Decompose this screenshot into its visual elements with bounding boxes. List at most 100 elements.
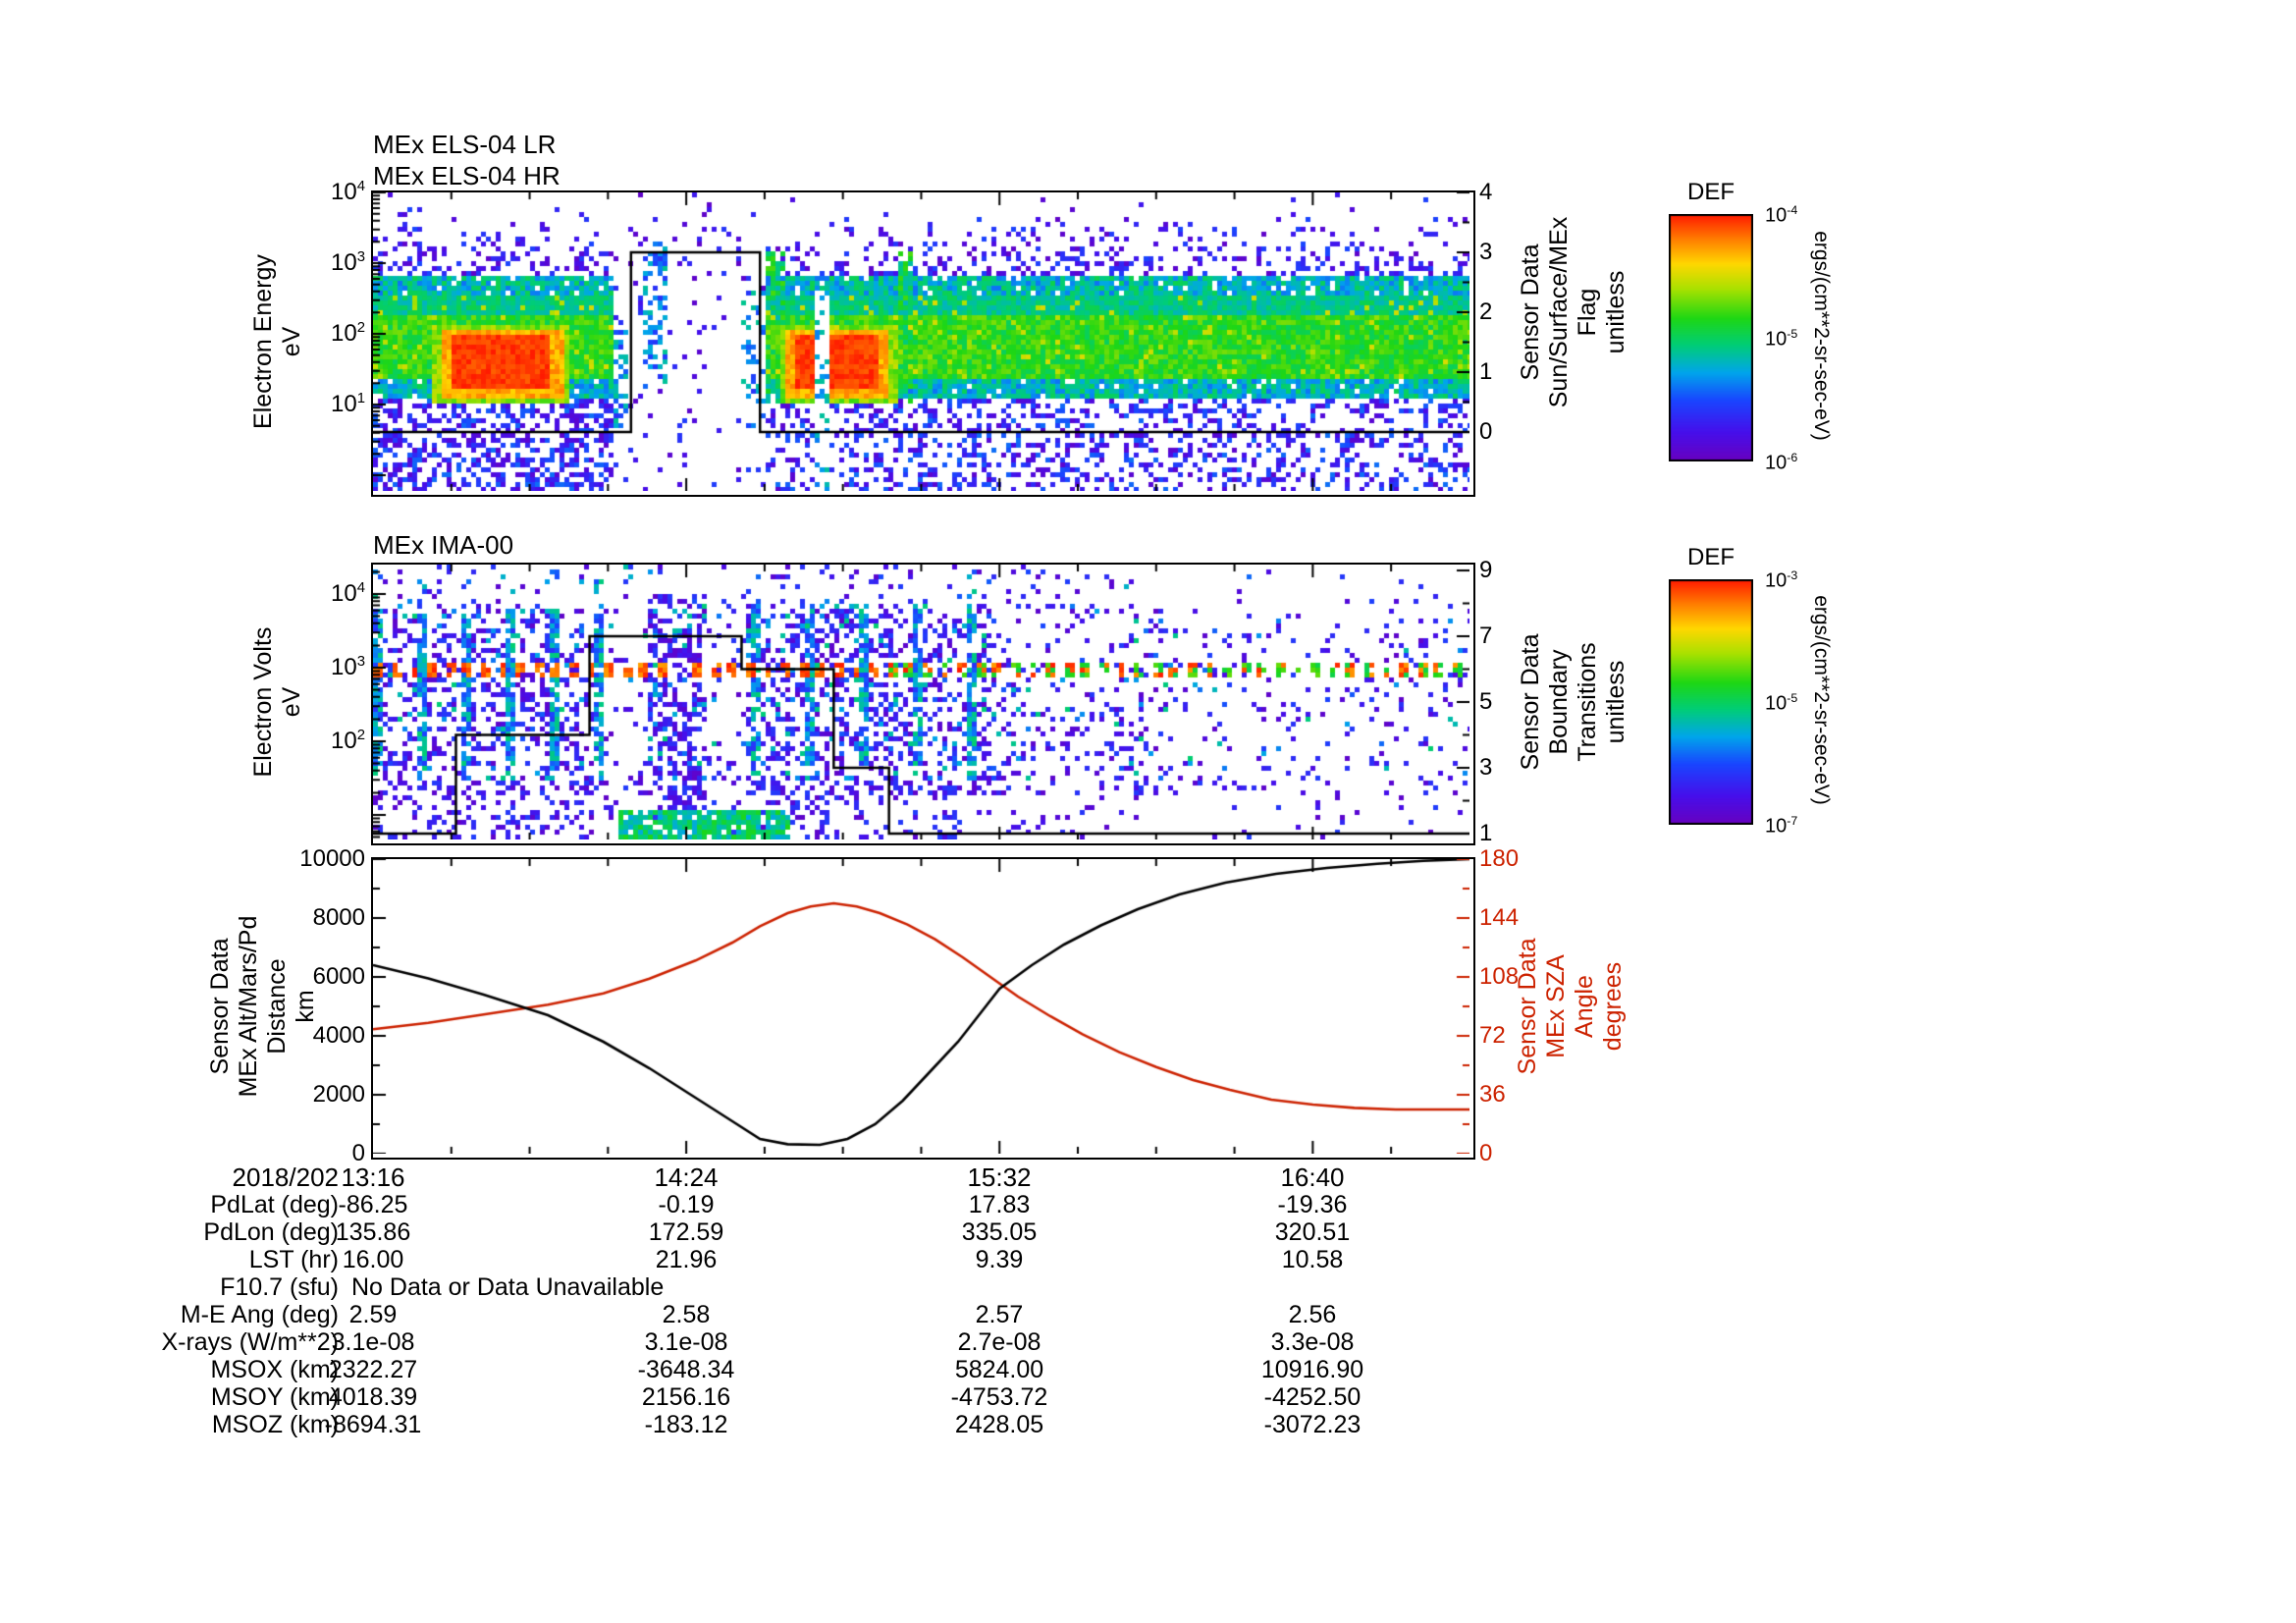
colorbar-1-tick-label: 10-5 bbox=[1765, 327, 1798, 351]
table-cell: -19.36 bbox=[1277, 1191, 1348, 1218]
colorbar-2 bbox=[1669, 579, 1753, 825]
table-cell: -3072.23 bbox=[1263, 1411, 1362, 1438]
table-cell: 2322.27 bbox=[328, 1356, 418, 1383]
els-spectrogram-panel bbox=[371, 190, 1475, 497]
table-cell: 2.59 bbox=[348, 1301, 398, 1328]
table-cell: 16.00 bbox=[342, 1246, 404, 1273]
sza-right-axis-label-line: degrees bbox=[1599, 961, 1627, 1052]
ima-spectrogram-canvas bbox=[373, 565, 1469, 839]
ima-ytick-label: 103 bbox=[331, 654, 365, 680]
distance-sza-panel bbox=[371, 857, 1475, 1160]
els-right-axis-label-line: Sensor Data bbox=[1517, 243, 1544, 381]
xtick-label: 14:24 bbox=[654, 1163, 719, 1192]
table-row-label: M-E Ang (deg) bbox=[180, 1301, 339, 1328]
table-cell: 10.58 bbox=[1281, 1246, 1344, 1273]
ima-boundary-tick-label: 3 bbox=[1479, 754, 1493, 781]
table-row-label: PdLat (deg) bbox=[210, 1191, 339, 1218]
colorbar-1 bbox=[1669, 214, 1753, 461]
table-cell: -0.19 bbox=[658, 1191, 715, 1218]
table-row-label: MSOZ (km) bbox=[211, 1411, 339, 1438]
table-cell: 9.39 bbox=[975, 1246, 1024, 1273]
ima-ytick-label: 104 bbox=[331, 580, 365, 607]
ima-boundary-tick-label: 9 bbox=[1479, 557, 1493, 583]
sza-right-axis-label: Sensor Data MEx SZA Angle degrees bbox=[1514, 781, 1628, 1232]
colorbar-2-tick-label: 10-5 bbox=[1765, 691, 1798, 715]
table-cell: 320.51 bbox=[1274, 1218, 1351, 1246]
table-row-label: MSOY (km) bbox=[210, 1383, 339, 1411]
sza-ytick-label: 108 bbox=[1479, 963, 1520, 990]
table-cell: -3648.34 bbox=[637, 1356, 735, 1383]
ima-panel-title: MEx IMA-00 bbox=[373, 530, 514, 560]
table-cell: 17.83 bbox=[968, 1191, 1031, 1218]
table-cell: -8694.31 bbox=[324, 1411, 422, 1438]
sza-ytick-label: 72 bbox=[1479, 1022, 1506, 1049]
ima-boundary-tick-label: 1 bbox=[1479, 820, 1493, 846]
xaxis-date-label: 2018/202 bbox=[232, 1163, 339, 1192]
els-ytick-label: 102 bbox=[331, 320, 365, 347]
els-flag-tick-label: 2 bbox=[1479, 298, 1493, 325]
table-cell: 2.56 bbox=[1288, 1301, 1337, 1328]
table-cell: 3.3e-08 bbox=[1270, 1328, 1355, 1356]
table-cell: 2.58 bbox=[662, 1301, 711, 1328]
colorbar-2-title: DEF bbox=[1687, 544, 1735, 570]
els-right-axis-label-line: Sun/Surface/MEx bbox=[1545, 216, 1573, 408]
table-row-label: LST (hr) bbox=[248, 1246, 339, 1273]
table-cell: 10916.90 bbox=[1260, 1356, 1364, 1383]
els-flag-tick-label: 0 bbox=[1479, 418, 1493, 445]
els-ytick-label: 104 bbox=[331, 179, 365, 205]
sza-ytick-label: 36 bbox=[1479, 1081, 1506, 1108]
sza-ytick-label: 144 bbox=[1479, 904, 1520, 931]
els-flag-tick-label: 4 bbox=[1479, 179, 1493, 205]
sza-ytick-label: 0 bbox=[1479, 1140, 1493, 1166]
table-cell: 3.1e-08 bbox=[644, 1328, 728, 1356]
sza-right-axis-label-line: Angle bbox=[1571, 975, 1598, 1038]
ima-boundary-tick-label: 5 bbox=[1479, 688, 1493, 715]
table-cell: 2.7e-08 bbox=[957, 1328, 1041, 1356]
table-cell: -86.25 bbox=[338, 1191, 408, 1218]
ima-boundary-tick-label: 7 bbox=[1479, 622, 1493, 649]
sza-right-axis-label-line: MEx SZA bbox=[1542, 954, 1570, 1058]
table-row-label: F10.7 (sfu) bbox=[220, 1273, 339, 1301]
colorbar-2-unit-label: ergs/(cm**2-sr-sec-eV) bbox=[1810, 595, 1833, 805]
distance-ytick-label: 8000 bbox=[312, 904, 365, 931]
table-cell: 172.59 bbox=[648, 1218, 724, 1246]
sza-ytick-label: 180 bbox=[1479, 845, 1520, 872]
table-row-label: X-rays (W/m**2) bbox=[161, 1328, 339, 1356]
table-cell: 2428.05 bbox=[954, 1411, 1044, 1438]
table-cell: 3.1e-08 bbox=[331, 1328, 415, 1356]
els-right-axis-label-line: Flag bbox=[1574, 288, 1601, 337]
xtick-label: 16:40 bbox=[1280, 1163, 1345, 1192]
colorbar-1-title: DEF bbox=[1687, 179, 1735, 205]
colorbar-2-tick-label: 10-7 bbox=[1765, 814, 1798, 838]
distance-ytick-label: 0 bbox=[351, 1140, 365, 1166]
els-ytick-label: 103 bbox=[331, 249, 365, 276]
xtick-label: 15:32 bbox=[967, 1163, 1032, 1192]
ima-spectrogram-panel bbox=[371, 563, 1475, 845]
els-ytick-label: 101 bbox=[331, 391, 365, 417]
table-cell: 2156.16 bbox=[641, 1383, 731, 1411]
els-spectrogram-canvas bbox=[373, 192, 1469, 491]
table-row-label: MSOX (km) bbox=[210, 1356, 339, 1383]
els-flag-tick-label: 1 bbox=[1479, 358, 1493, 385]
table-cell: 135.86 bbox=[335, 1218, 411, 1246]
els-right-axis-label: Sensor Data Sun/Surface/MEx Flag unitles… bbox=[1517, 86, 1630, 538]
distance-ytick-label: 6000 bbox=[312, 963, 365, 990]
ima-ytick-label: 102 bbox=[331, 728, 365, 754]
distance-ytick-label: 10000 bbox=[299, 845, 365, 872]
els-panel-title-hr: MEx ELS-04 HR bbox=[373, 161, 561, 190]
colorbar-1-tick-label: 10-4 bbox=[1765, 203, 1798, 227]
distance-ytick-label: 2000 bbox=[312, 1081, 365, 1108]
table-cell: 5824.00 bbox=[954, 1356, 1044, 1383]
table-cell: 335.05 bbox=[961, 1218, 1038, 1246]
colorbar-2-tick-label: 10-3 bbox=[1765, 568, 1798, 592]
els-panel-title-lr: MEx ELS-04 LR bbox=[373, 130, 557, 159]
table-cell: -183.12 bbox=[644, 1411, 728, 1438]
distance-ytick-label: 4000 bbox=[312, 1022, 365, 1049]
table-cell: -4753.72 bbox=[950, 1383, 1048, 1411]
colorbar-1-tick-label: 10-6 bbox=[1765, 451, 1798, 474]
table-cell: -4252.50 bbox=[1263, 1383, 1362, 1411]
table-note: No Data or Data Unavailable bbox=[351, 1273, 665, 1301]
table-cell: 4018.39 bbox=[328, 1383, 418, 1411]
xtick-label: 13:16 bbox=[341, 1163, 405, 1192]
table-row-label: PdLon (deg) bbox=[203, 1218, 339, 1246]
